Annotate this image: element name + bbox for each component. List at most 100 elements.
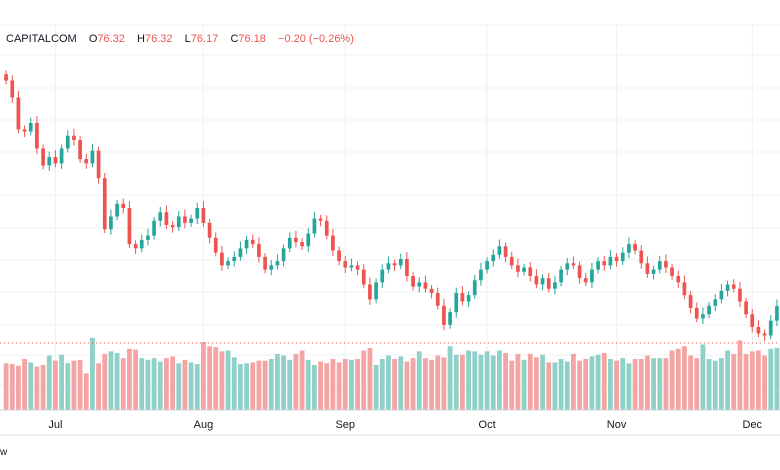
candle — [738, 281, 742, 308]
volume-bar — [28, 362, 34, 410]
candle — [435, 287, 440, 310]
open-label: O — [88, 33, 98, 45]
volume-bar — [281, 355, 286, 410]
candle-body — [429, 288, 434, 293]
candle — [386, 256, 391, 274]
candle-body — [189, 218, 193, 223]
candle — [121, 198, 126, 214]
candle-body — [651, 269, 656, 274]
volume-bar — [657, 358, 663, 410]
x-tick-label: Jul — [48, 419, 62, 431]
volume-bar — [342, 359, 348, 410]
x-axis: Jul Aug Sep Oct Nov Dec — [0, 409, 780, 436]
candle-body — [294, 237, 298, 242]
volume-bar — [484, 351, 490, 410]
volume-bar — [725, 350, 730, 410]
volume-bar — [435, 355, 441, 410]
candle — [361, 264, 366, 289]
symbol-name: CAPITALCOM — [6, 33, 77, 45]
candle-body — [756, 327, 761, 334]
candle-body — [10, 80, 15, 98]
volume-bar — [669, 350, 675, 410]
candle — [633, 240, 637, 255]
volume-bar — [503, 353, 508, 410]
candle-body — [374, 282, 378, 300]
candle-body — [35, 123, 39, 149]
candle — [466, 291, 471, 308]
candle-body — [275, 261, 280, 266]
candle-body — [176, 216, 181, 228]
candle-body — [540, 278, 545, 285]
volume-bar — [262, 360, 268, 410]
candle-body — [306, 233, 311, 247]
candle — [102, 172, 107, 234]
volume-bar — [571, 353, 576, 410]
candle-body — [226, 261, 230, 266]
candle-body — [213, 237, 218, 253]
candle — [226, 257, 230, 270]
close-label: C — [230, 33, 239, 45]
candle — [232, 251, 237, 267]
candle — [614, 253, 619, 267]
candle-body — [645, 263, 650, 274]
candle-body — [84, 159, 89, 164]
candle — [250, 234, 255, 248]
volume-bar — [675, 348, 681, 410]
candle-body — [102, 178, 107, 230]
change-value: −0.20 (−0.26%) — [278, 33, 354, 45]
volume-bar — [71, 360, 77, 410]
volume-bar — [515, 353, 521, 410]
candle-body — [28, 123, 33, 132]
volume-bar — [410, 358, 416, 410]
volume-bar — [392, 359, 397, 410]
volume-bar — [151, 358, 157, 410]
candle — [4, 70, 8, 85]
volume-bars — [3, 337, 780, 410]
volume-bar — [219, 351, 225, 410]
volume-bar — [737, 340, 743, 410]
candle — [682, 275, 687, 299]
volume-bar — [9, 364, 15, 410]
candle-body — [694, 307, 699, 319]
candle — [275, 254, 280, 270]
volume-bar — [238, 364, 243, 410]
candle-body — [220, 252, 224, 266]
volume-bar — [743, 353, 749, 410]
x-tick-label: Nov — [607, 419, 627, 431]
footer-text: w — [0, 447, 8, 458]
volume-bar — [441, 357, 447, 410]
candle — [701, 307, 705, 325]
candle — [65, 130, 70, 153]
candle-body — [417, 282, 422, 287]
candle-body — [664, 261, 668, 268]
candle-body — [620, 252, 625, 262]
candle — [84, 153, 89, 169]
volume-bar — [478, 354, 484, 410]
candle-body — [608, 256, 613, 266]
volume-bar — [312, 364, 317, 410]
candle-body — [701, 314, 705, 319]
candle — [22, 125, 27, 138]
candle — [546, 272, 551, 293]
volume-bar — [583, 359, 589, 410]
volume-bar — [170, 356, 175, 410]
candle-body — [232, 256, 237, 262]
volume-bar — [133, 349, 138, 410]
candle — [571, 256, 576, 270]
candle — [559, 265, 563, 287]
volume-bar — [40, 364, 46, 410]
candle — [349, 258, 354, 272]
candle-body — [238, 248, 243, 257]
volume-bar — [207, 346, 212, 410]
candle — [528, 262, 533, 282]
candle-body — [59, 148, 64, 164]
low-label: L — [184, 33, 191, 45]
candle-body — [164, 212, 169, 225]
candle-body — [109, 216, 113, 230]
volume-bar — [497, 350, 502, 410]
candle-body — [725, 284, 730, 291]
candle — [522, 263, 526, 276]
candle — [707, 301, 711, 319]
volume-bar — [719, 358, 724, 410]
